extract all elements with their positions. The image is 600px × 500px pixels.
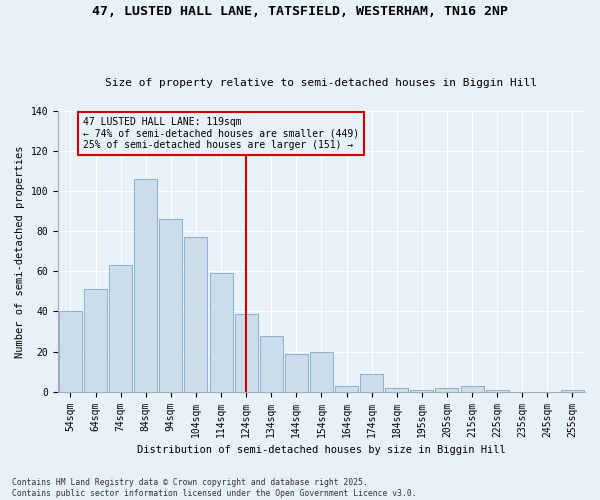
Text: 47, LUSTED HALL LANE, TATSFIELD, WESTERHAM, TN16 2NP: 47, LUSTED HALL LANE, TATSFIELD, WESTERH…: [92, 5, 508, 18]
Bar: [235, 314, 257, 392]
Bar: [285, 354, 308, 392]
Bar: [260, 336, 283, 392]
Bar: [335, 386, 358, 392]
Bar: [461, 386, 484, 392]
Text: 47 LUSTED HALL LANE: 119sqm
← 74% of semi-detached houses are smaller (449)
25% : 47 LUSTED HALL LANE: 119sqm ← 74% of sem…: [83, 117, 359, 150]
Title: Size of property relative to semi-detached houses in Biggin Hill: Size of property relative to semi-detach…: [106, 78, 538, 88]
Y-axis label: Number of semi-detached properties: Number of semi-detached properties: [15, 145, 25, 358]
Bar: [385, 388, 408, 392]
Bar: [134, 179, 157, 392]
Bar: [160, 220, 182, 392]
Bar: [485, 390, 509, 392]
Bar: [209, 274, 233, 392]
Bar: [436, 388, 458, 392]
X-axis label: Distribution of semi-detached houses by size in Biggin Hill: Distribution of semi-detached houses by …: [137, 445, 506, 455]
Text: Contains HM Land Registry data © Crown copyright and database right 2025.
Contai: Contains HM Land Registry data © Crown c…: [12, 478, 416, 498]
Bar: [84, 290, 107, 392]
Bar: [360, 374, 383, 392]
Bar: [184, 238, 208, 392]
Bar: [561, 390, 584, 392]
Bar: [59, 312, 82, 392]
Bar: [310, 352, 333, 392]
Bar: [109, 266, 132, 392]
Bar: [410, 390, 433, 392]
